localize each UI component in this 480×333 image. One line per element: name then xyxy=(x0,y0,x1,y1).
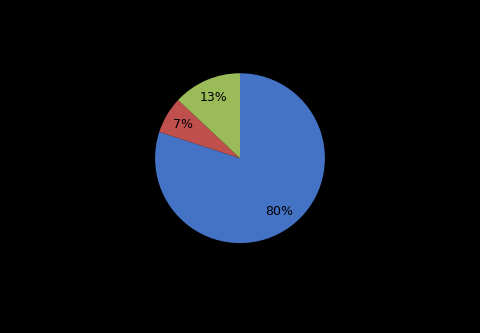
Text: 7%: 7% xyxy=(173,118,193,131)
Wedge shape xyxy=(155,73,325,243)
Wedge shape xyxy=(159,100,240,158)
Wedge shape xyxy=(178,73,240,158)
Legend: , , : , , xyxy=(196,331,284,333)
Text: 80%: 80% xyxy=(265,205,293,218)
Text: 13%: 13% xyxy=(200,91,228,104)
